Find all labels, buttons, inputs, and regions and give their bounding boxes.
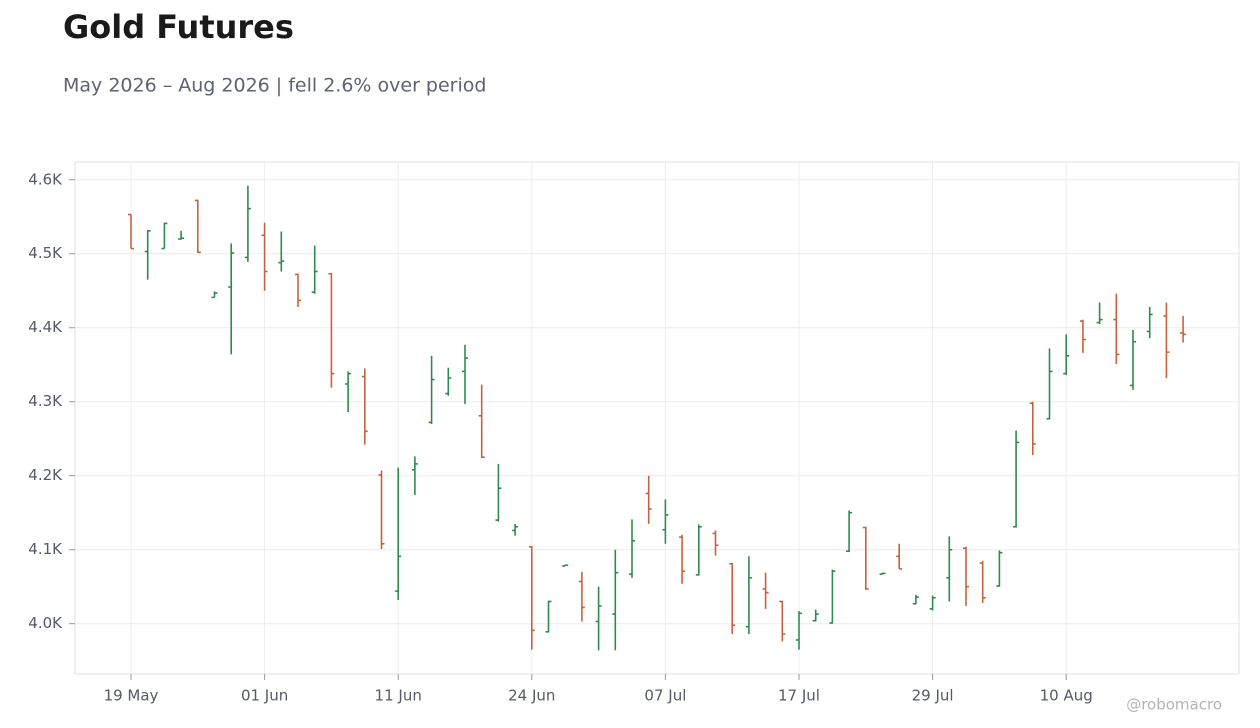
y-tick-label: 4.1K — [28, 540, 63, 558]
x-tick-label: 11 Jun — [375, 687, 422, 705]
y-tick-label: 4.2K — [28, 466, 63, 484]
y-tick-label: 4.0K — [28, 614, 63, 632]
x-tick-label: 01 Jun — [241, 687, 288, 705]
y-tick-label: 4.3K — [28, 392, 63, 410]
chart-title: Gold Futures — [63, 8, 294, 46]
x-tick-label: 19 May — [104, 687, 159, 705]
x-tick-label: 07 Jul — [644, 687, 686, 705]
y-tick-label: 4.4K — [28, 318, 63, 336]
x-tick-label: 24 Jun — [508, 687, 555, 705]
x-tick-label: 29 Jul — [912, 687, 954, 705]
chart-subtitle: May 2026 – Aug 2026 | fell 2.6% over per… — [63, 75, 486, 97]
plot-frame — [74, 161, 1240, 675]
watermark: @robomacro — [1126, 696, 1222, 714]
y-tick-label: 4.5K — [28, 244, 63, 262]
y-tick-label: 4.6K — [28, 170, 63, 188]
x-tick-label: 17 Jul — [778, 687, 820, 705]
x-tick-label: 10 Aug — [1040, 687, 1093, 705]
